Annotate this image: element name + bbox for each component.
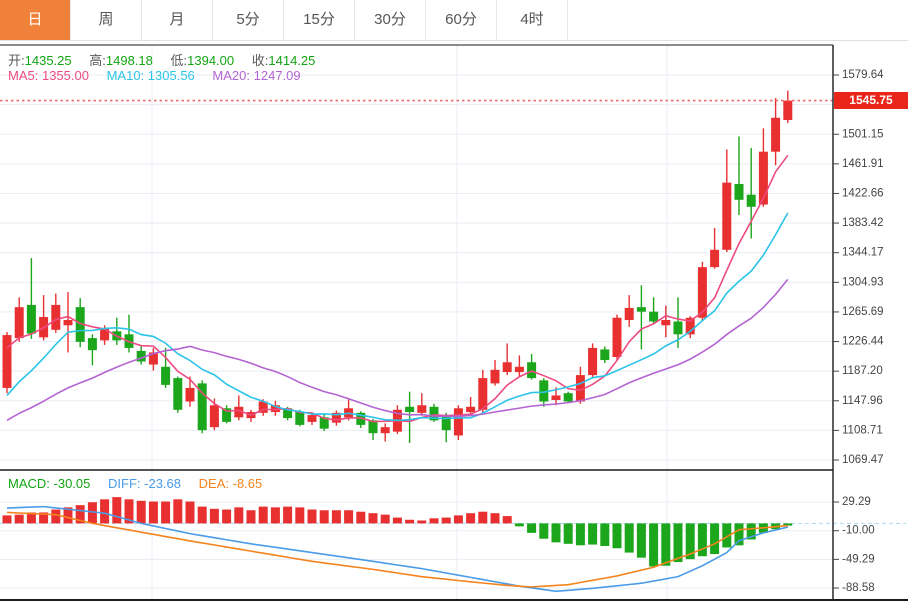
svg-text:-49.29: -49.29 [842,553,875,565]
tab-15min[interactable]: 15分 [284,0,355,40]
svg-text:1461.91: 1461.91 [842,158,884,170]
svg-text:1226.44: 1226.44 [842,336,884,348]
svg-text:29.29: 29.29 [842,496,871,508]
tab-day[interactable]: 日 [0,0,71,40]
svg-text:1147.96: 1147.96 [842,395,883,407]
current-price-tag: 1545.75 [834,92,908,109]
svg-text:1422.66: 1422.66 [842,187,884,199]
svg-text:-88.58: -88.58 [842,582,875,594]
svg-text:1265.69: 1265.69 [842,306,884,318]
svg-text:1304.93: 1304.93 [842,276,884,288]
svg-text:1383.42: 1383.42 [842,217,884,229]
tab-month[interactable]: 月 [142,0,213,40]
svg-text:1187.20: 1187.20 [842,365,883,377]
tab-5min[interactable]: 5分 [213,0,284,40]
tab-week[interactable]: 周 [71,0,142,40]
svg-text:1501.15: 1501.15 [842,128,884,140]
tab-60min[interactable]: 60分 [426,0,497,40]
kline-chart-canvas[interactable]: 1579.64 1501.15 1461.91 1422.66 1383.42 1344.… [0,40,908,604]
svg-text:1069.47: 1069.47 [842,454,884,466]
svg-text:1579.64: 1579.64 [842,69,884,81]
svg-text:1108.71: 1108.71 [842,424,883,436]
svg-text:-10.00: -10.00 [842,525,875,537]
tab-4hour[interactable]: 4时 [497,0,568,40]
timeframe-tabbar: 日 周 月 5分 15分 30分 60分 4时 [0,0,908,41]
svg-text:1344.17: 1344.17 [842,247,884,259]
tab-30min[interactable]: 30分 [355,0,426,40]
